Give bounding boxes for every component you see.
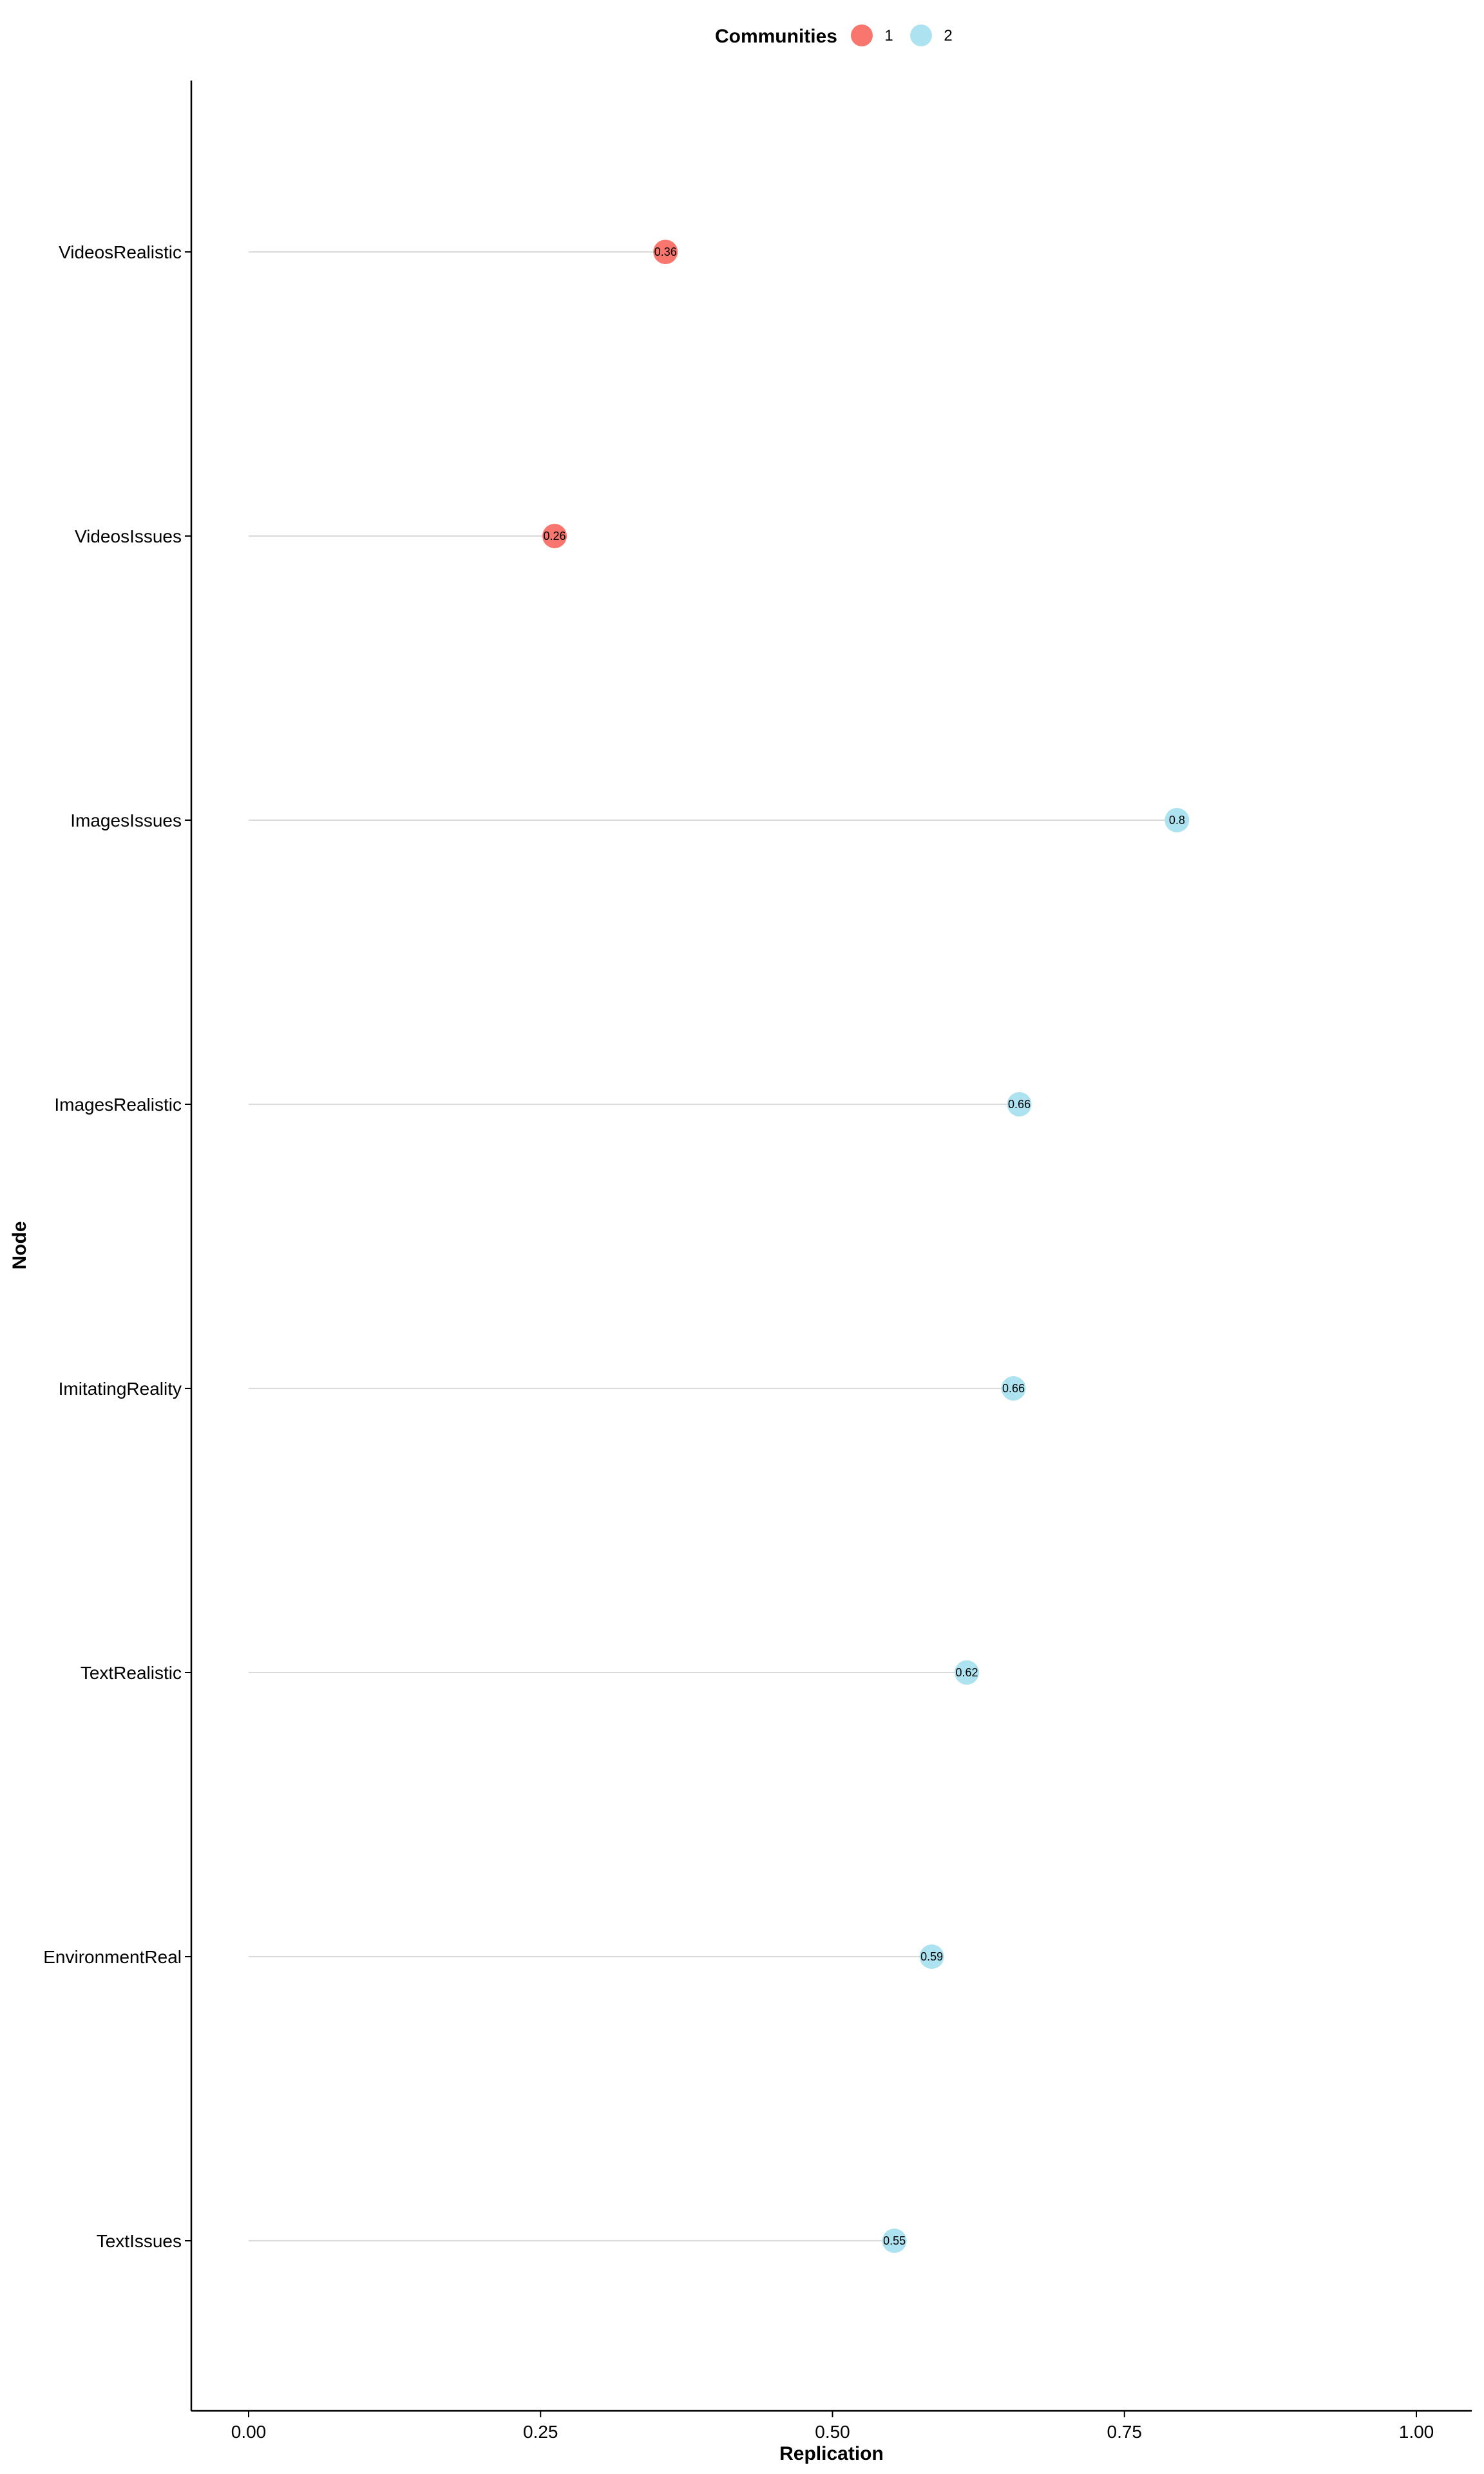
y-tick-label: ImagesRealistic (54, 1095, 182, 1115)
data-point (919, 1944, 944, 1969)
data-point (653, 240, 678, 264)
x-axis: 0.00 0.25 0.50 0.75 1.00 (191, 2410, 1472, 2442)
value-labels-layer: 0.36 0.26 0.8 0.66 0.66 0.62 0.59 0.55 (543, 245, 1184, 2247)
x-tick-label: 0.50 (815, 2422, 850, 2442)
y-tick-label: ImitatingReality (59, 1379, 182, 1399)
data-label: 0.55 (883, 2234, 906, 2247)
data-point (542, 524, 567, 548)
x-tick-label: 0.75 (1107, 2422, 1143, 2442)
data-label: 0.59 (920, 1950, 943, 1963)
legend: Communities 1 2 (715, 24, 953, 47)
y-tick-label: TextIssues (97, 2231, 182, 2251)
y-tick-label: TextRealistic (81, 1663, 182, 1683)
x-axis-title: Replication (779, 2443, 884, 2464)
x-tick-label: 0.00 (231, 2422, 267, 2442)
data-label: 0.36 (654, 245, 677, 258)
legend-key-community-1 (851, 24, 873, 46)
y-tick-label: VideosRealistic (59, 242, 182, 262)
data-point (1001, 1376, 1026, 1401)
y-tick-label: ImagesIssues (70, 810, 182, 830)
data-point (954, 1660, 979, 1685)
y-axis: VideosRealistic VideosIssues ImagesIssues I… (43, 81, 193, 2411)
x-tick-label: 1.00 (1399, 2422, 1434, 2442)
data-label: 0.66 (1002, 1382, 1025, 1395)
data-point (1165, 808, 1190, 832)
legend-title: Communities (715, 26, 837, 47)
legend-label-community-1: 1 (884, 27, 893, 44)
data-label: 0.66 (1008, 1098, 1031, 1111)
stems-layer (249, 251, 1177, 2241)
data-label: 0.8 (1169, 814, 1185, 827)
data-point (882, 2229, 907, 2253)
data-label: 0.26 (543, 530, 566, 542)
legend-key-community-2 (910, 24, 932, 46)
legend-label-community-2: 2 (944, 27, 952, 44)
y-tick-label: EnvironmentReal (43, 1947, 182, 1967)
dots-layer (542, 240, 1190, 2253)
data-label: 0.62 (955, 1666, 978, 1679)
x-tick-label: 0.25 (523, 2422, 558, 2442)
y-tick-label: VideosIssues (75, 526, 182, 546)
y-axis-title: Node (9, 1222, 30, 1270)
data-point (1007, 1092, 1032, 1117)
